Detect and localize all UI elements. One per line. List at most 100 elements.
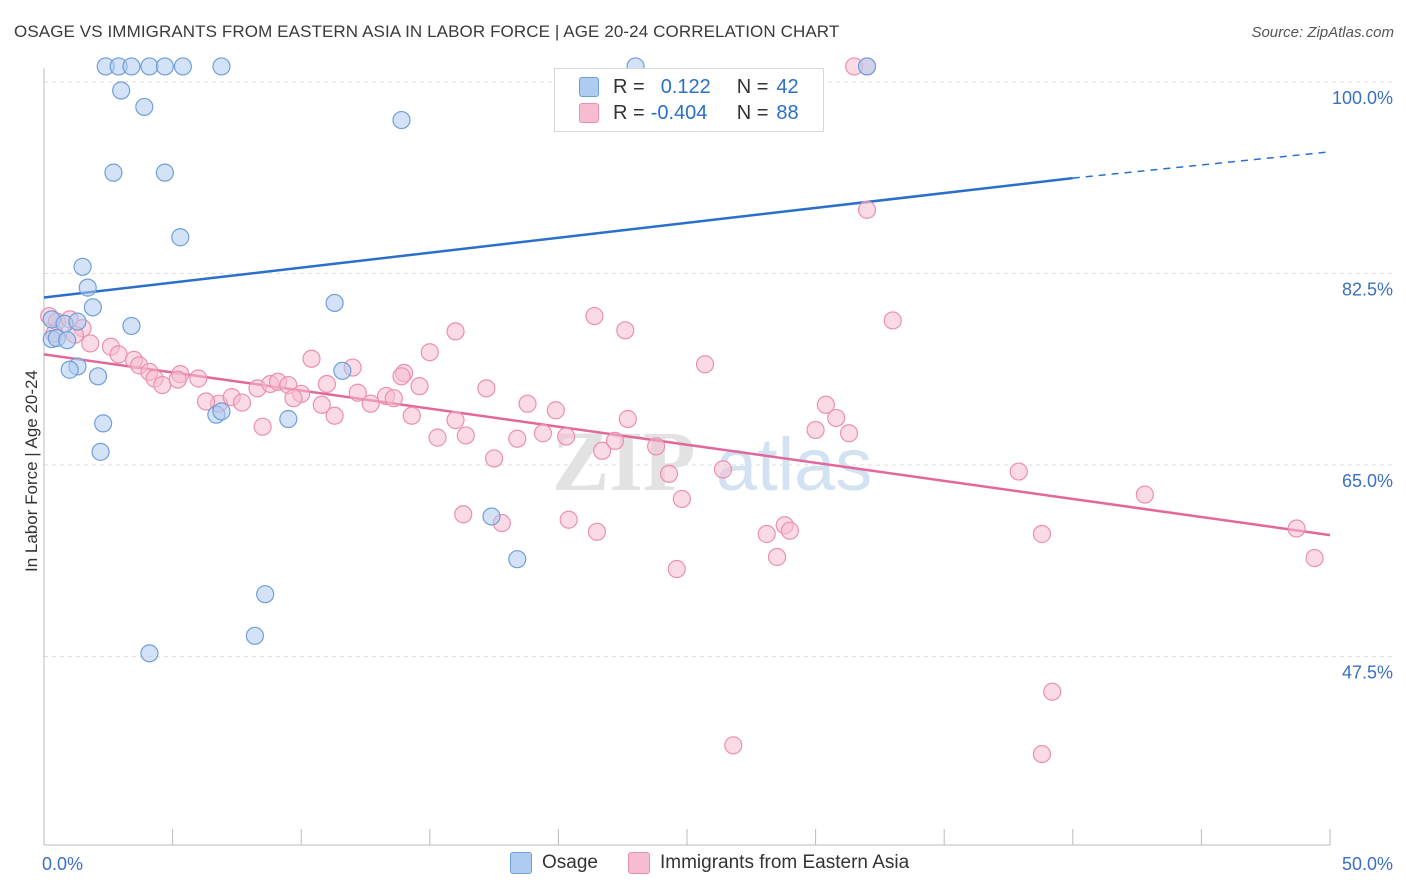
immigrant-point-59 (713, 460, 733, 479)
immigrant-point-57 (672, 489, 691, 509)
grid-layer (44, 81, 1395, 658)
legend-r-value: 0.122 (660, 75, 711, 98)
y-axis-label: In Labor Force | Age 20-24 (22, 370, 41, 572)
immigrant-point-29 (302, 349, 321, 368)
tick-labels: 47.5% 65.0% 82.5% 100.0% 0.0% 50.0% (42, 88, 1393, 874)
osage-point-38 (245, 626, 265, 645)
immigrant-point-80 (253, 417, 272, 436)
osage-point-18 (325, 293, 344, 313)
legend-row-osage: R = 0.122 N = 42 (579, 75, 799, 99)
immigrant-point-46 (518, 394, 537, 413)
immigrant-point-40 (428, 428, 447, 447)
y-tick-label-0: 47.5% (1342, 663, 1393, 683)
osage-point-37 (256, 585, 275, 604)
immigrants-swatch (579, 103, 599, 123)
osage-point-3 (140, 57, 159, 76)
immigrant-point-41 (446, 411, 465, 430)
legend-n-value: 88 (776, 101, 799, 124)
immigrant-point-52 (605, 431, 625, 451)
immigrant-point-68 (1009, 462, 1028, 481)
immigrant-point-66 (827, 408, 846, 428)
immigrant-point-73 (1043, 682, 1062, 701)
osage-point-4 (155, 57, 174, 76)
immigrant-point-9 (585, 306, 604, 326)
immigrant-point-61 (767, 547, 787, 567)
y-tick-label-2: 82.5% (1342, 279, 1393, 299)
y-axis-label-wrap: In Labor Force | Age 20-24 (16, 280, 46, 610)
immigrant-point-43 (477, 379, 496, 398)
immigrant-point-71 (1287, 519, 1306, 538)
legend-n-value: 42 (776, 75, 799, 98)
immigrant-point-34 (361, 394, 380, 413)
osage-point-10 (135, 97, 154, 117)
immigrant-point-2 (857, 200, 877, 219)
immigrant-point-58 (695, 355, 715, 374)
immigrant-point-53 (618, 409, 637, 429)
immigrant-point-81 (410, 377, 429, 396)
osage-point-36 (508, 550, 527, 569)
osage-point-16 (78, 278, 97, 297)
x-tick-label-0: 0.0% (42, 854, 83, 874)
immigrant-point-38 (402, 406, 421, 425)
immigrant-point-72 (1305, 548, 1324, 568)
immigrant-point-11 (81, 334, 100, 353)
osage-point-35 (482, 507, 501, 526)
osage-swatch (579, 77, 599, 97)
osage-point-28 (88, 367, 108, 386)
immigrant-point-47 (533, 424, 553, 443)
immigrant-point-79 (392, 367, 411, 386)
legend-row-immigrants: R = -0.404 N = 88 (579, 101, 799, 125)
immigrant-point-87 (312, 395, 331, 414)
legend-label-immigrants: Immigrants from Eastern Asia (659, 852, 910, 873)
osage-trend-line (43, 176, 1073, 299)
immigrant-point-70 (1135, 485, 1154, 504)
immigrant-point-7 (883, 311, 902, 330)
osage-point-33 (94, 414, 113, 433)
osage-point-8 (857, 57, 877, 76)
osage-point-32 (279, 409, 298, 429)
osage-point-31 (212, 402, 231, 421)
points-layer (40, 57, 1324, 764)
osage-swatch (510, 852, 532, 874)
osage-point-6 (212, 57, 231, 76)
osage-point-29 (333, 361, 352, 380)
legend-n-label: N = (736, 75, 769, 98)
immigrant-point-42 (456, 426, 475, 445)
immigrant-point-49 (557, 427, 576, 446)
immigrant-point-55 (659, 464, 679, 483)
immigrant-point-74 (724, 736, 743, 755)
immigrant-point-39 (420, 343, 439, 362)
osage-point-13 (155, 163, 174, 182)
immigrant-point-50 (587, 522, 607, 541)
immigrant-point-45 (508, 429, 527, 448)
y-tick-label-3: 100.0% (1332, 88, 1393, 108)
axis-layer (43, 68, 1331, 846)
immigrant-point-33 (348, 383, 367, 402)
immigrant-point-65 (816, 395, 835, 414)
osage-point-12 (104, 163, 123, 182)
immigrant-point-85 (196, 392, 216, 411)
immigrant-point-20 (189, 369, 208, 388)
osage-point-39 (140, 644, 159, 663)
immigrant-point-54 (647, 437, 666, 456)
osage-point-17 (83, 298, 102, 317)
osage-point-21 (68, 312, 87, 331)
osage-point-14 (171, 228, 190, 247)
legend-item-osage: Osage (510, 852, 598, 874)
immigrant-point-77 (559, 510, 578, 529)
osage-point-11 (392, 110, 411, 130)
immigrant-point-86 (284, 389, 303, 408)
osage-point-2 (122, 57, 141, 76)
legend-label-osage: Osage (542, 852, 598, 873)
immigrant-point-8 (446, 322, 465, 341)
immigrant-point-10 (616, 321, 635, 340)
immigrant-point-75 (1032, 744, 1052, 764)
immigrant-point-44 (485, 449, 504, 468)
immigrant-point-31 (325, 406, 344, 425)
stats-legend: R = 0.122 N = 42 R = -0.404 N = 88 (554, 68, 824, 132)
osage-point-15 (73, 257, 92, 276)
immigrant-point-36 (384, 389, 403, 408)
source-credit: Source: ZipAtlas.com (1251, 24, 1394, 41)
legend-r-value: -0.404 (650, 101, 708, 124)
series-legend: Osage Immigrants from Eastern Asia (510, 852, 939, 874)
